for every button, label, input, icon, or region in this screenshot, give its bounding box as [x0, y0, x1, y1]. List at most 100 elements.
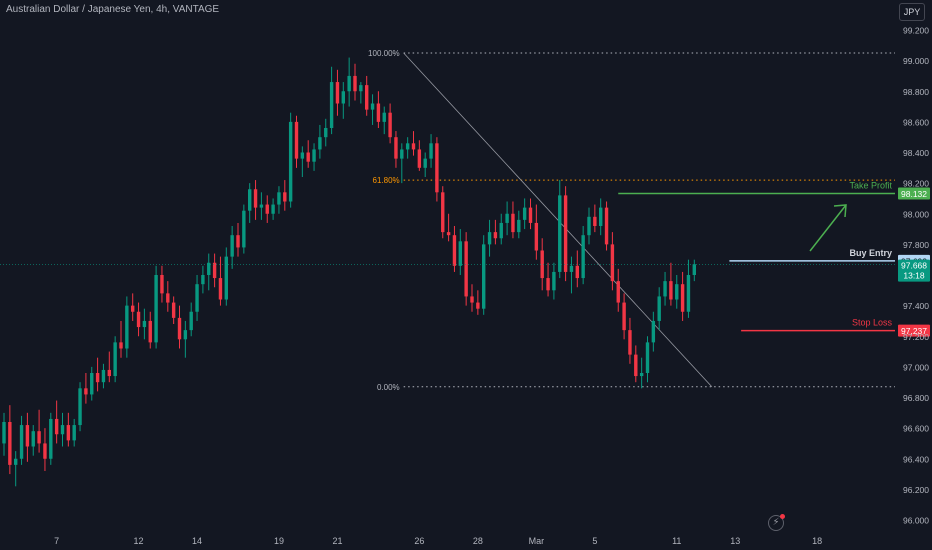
candle[interactable] — [14, 451, 18, 487]
candle[interactable] — [411, 131, 416, 156]
candle[interactable] — [528, 198, 533, 230]
candle[interactable] — [458, 229, 462, 275]
candle[interactable] — [394, 131, 398, 168]
candle[interactable] — [376, 91, 381, 128]
candle[interactable] — [136, 302, 141, 337]
candle[interactable] — [622, 293, 626, 340]
candle[interactable] — [680, 271, 685, 321]
candle[interactable] — [329, 66, 334, 135]
candle[interactable] — [347, 57, 351, 107]
candle[interactable] — [265, 195, 269, 223]
candle[interactable] — [125, 296, 129, 358]
candle[interactable] — [66, 412, 71, 447]
candle[interactable] — [224, 247, 228, 306]
candle[interactable] — [634, 345, 638, 383]
candle[interactable] — [505, 201, 509, 236]
candle[interactable] — [218, 256, 223, 306]
candle[interactable] — [84, 373, 88, 404]
candle[interactable] — [60, 412, 65, 447]
candle[interactable] — [470, 284, 474, 312]
candle[interactable] — [599, 198, 603, 236]
candle[interactable] — [669, 262, 673, 306]
candle[interactable] — [400, 143, 404, 184]
candle[interactable] — [195, 275, 199, 321]
candle[interactable] — [365, 75, 369, 116]
candle[interactable] — [119, 320, 123, 358]
candle[interactable] — [107, 351, 111, 383]
candle[interactable] — [248, 183, 252, 223]
candle[interactable] — [253, 180, 258, 220]
candle[interactable] — [19, 415, 24, 465]
candle[interactable] — [353, 63, 357, 101]
candle[interactable] — [148, 311, 152, 349]
candle[interactable] — [417, 140, 422, 171]
candle[interactable] — [388, 103, 392, 144]
candle[interactable] — [686, 259, 691, 318]
candle[interactable] — [581, 226, 585, 285]
candle[interactable] — [569, 256, 574, 294]
candle[interactable] — [166, 281, 170, 312]
candle[interactable] — [324, 118, 328, 147]
candle[interactable] — [101, 363, 106, 389]
candle[interactable] — [288, 112, 293, 208]
candle[interactable] — [43, 428, 47, 471]
candle[interactable] — [335, 69, 340, 116]
candle[interactable] — [429, 134, 433, 168]
candle[interactable] — [593, 204, 597, 233]
candle[interactable] — [271, 198, 275, 220]
candle[interactable] — [645, 336, 650, 383]
candle[interactable] — [359, 82, 363, 104]
candle[interactable] — [493, 219, 498, 245]
candle[interactable] — [663, 271, 667, 306]
candle[interactable] — [177, 305, 182, 349]
candle[interactable] — [370, 94, 375, 125]
candle[interactable] — [563, 186, 568, 282]
candle[interactable] — [482, 235, 486, 315]
candle[interactable] — [183, 320, 188, 358]
candle[interactable] — [382, 106, 386, 135]
candle[interactable] — [464, 232, 468, 306]
candle[interactable] — [142, 308, 147, 340]
candle[interactable] — [476, 290, 480, 315]
candle[interactable] — [446, 213, 451, 242]
candle[interactable] — [78, 382, 82, 432]
candle[interactable] — [306, 140, 310, 168]
candle[interactable] — [300, 146, 305, 177]
candle[interactable] — [207, 253, 211, 291]
candle[interactable] — [54, 400, 59, 444]
candle[interactable] — [201, 265, 205, 294]
candle[interactable] — [283, 180, 287, 211]
candle[interactable] — [277, 186, 281, 214]
candle[interactable] — [171, 296, 176, 324]
candle[interactable] — [540, 238, 544, 291]
candle[interactable] — [692, 259, 696, 282]
candle[interactable] — [552, 262, 556, 300]
candle[interactable] — [651, 311, 656, 352]
candle[interactable] — [259, 192, 264, 220]
candle[interactable] — [522, 198, 527, 230]
candle[interactable] — [452, 226, 457, 272]
candle[interactable] — [657, 287, 661, 331]
candle[interactable] — [558, 180, 562, 279]
candle[interactable] — [154, 265, 158, 349]
candle[interactable] — [294, 115, 299, 168]
candle[interactable] — [610, 232, 615, 291]
candle[interactable] — [511, 201, 515, 239]
candle[interactable] — [441, 186, 445, 239]
candle[interactable] — [499, 213, 503, 245]
candle[interactable] — [189, 302, 193, 337]
candle[interactable] — [405, 137, 410, 159]
candle[interactable] — [49, 412, 53, 465]
candle[interactable] — [95, 357, 100, 392]
currency-button[interactable]: JPY — [899, 3, 925, 21]
candle[interactable] — [546, 262, 550, 297]
candle[interactable] — [534, 204, 539, 260]
candle[interactable] — [312, 143, 316, 171]
candle[interactable] — [113, 336, 117, 383]
candle[interactable] — [435, 137, 439, 202]
candle[interactable] — [8, 405, 12, 475]
candle[interactable] — [242, 204, 246, 254]
candle[interactable] — [341, 82, 345, 119]
candle[interactable] — [628, 317, 632, 364]
